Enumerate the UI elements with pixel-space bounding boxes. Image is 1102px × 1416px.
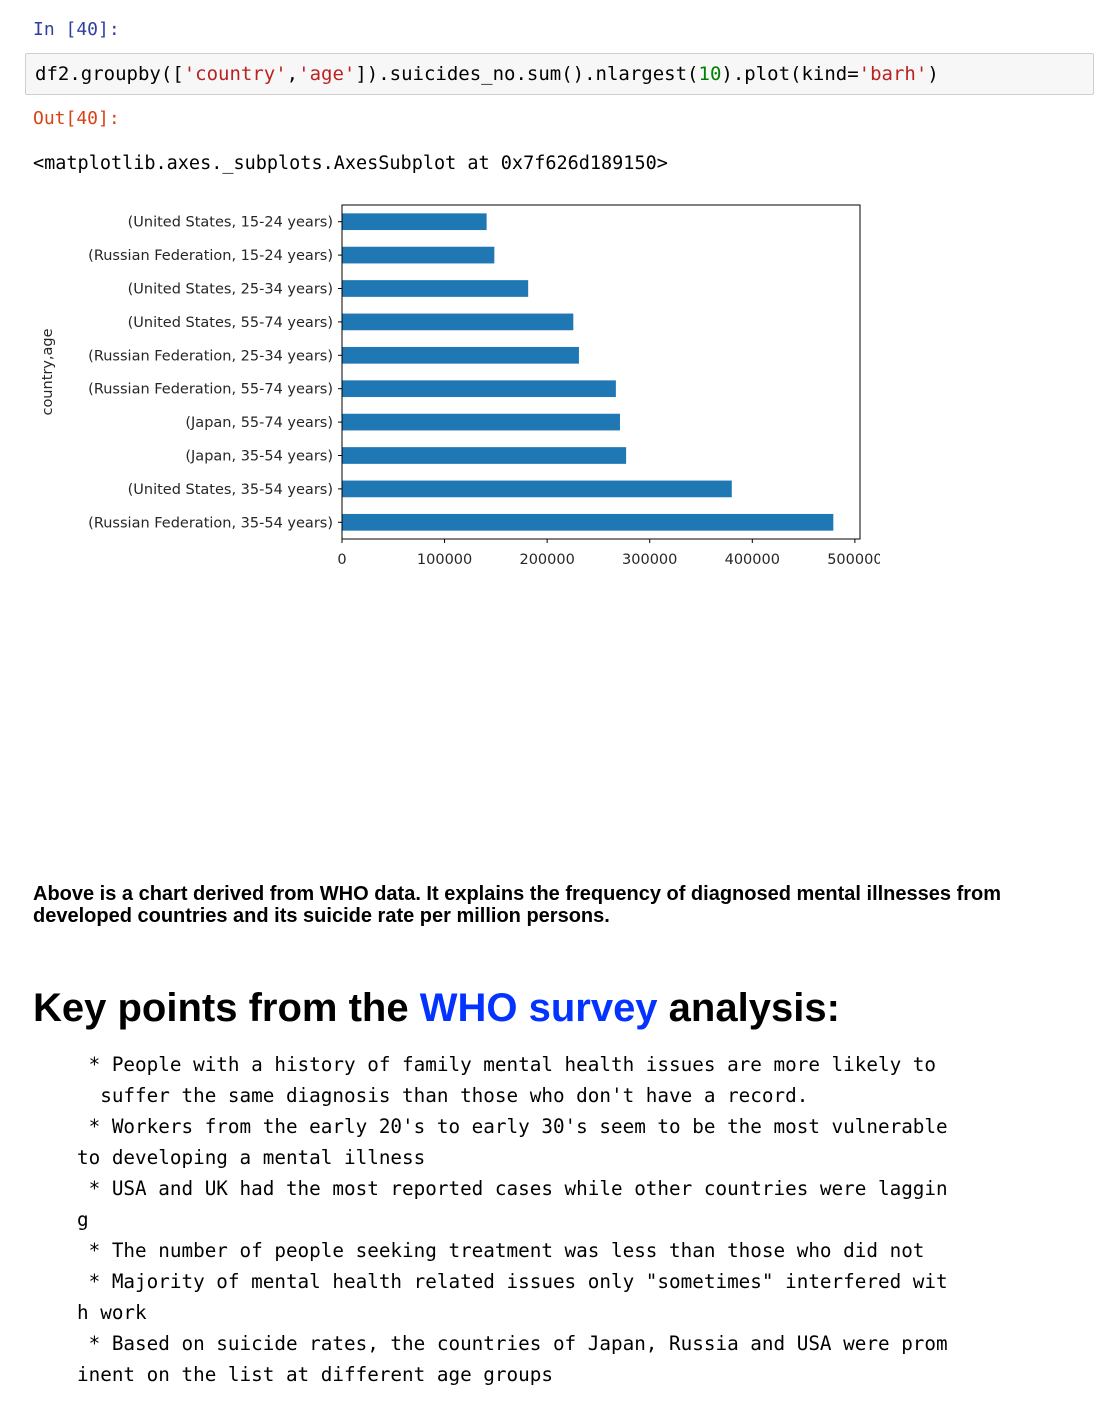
x-tick-label: 500000 (827, 552, 880, 568)
key-points-list: * People with a history of family mental… (77, 1053, 948, 1386)
code-token: ]).suicides_no.sum().nlargest( (355, 63, 699, 85)
y-tick-label: (Russian Federation, 15-24 years) (88, 248, 333, 264)
bar (342, 513, 834, 531)
x-tick-label: 400000 (725, 552, 780, 568)
y-axis-label: country,age (40, 328, 56, 415)
x-tick-label: 300000 (622, 552, 677, 568)
bar (342, 346, 579, 364)
y-tick-label: (Russian Federation, 35-54 years) (88, 515, 333, 531)
code-line[interactable]: df2.groupby(['country','age']).suicides_… (35, 63, 939, 85)
bar (342, 480, 732, 498)
code-string: 'country' (183, 63, 287, 85)
chart-description: Above is a chart derived from WHO data. … (33, 883, 1002, 927)
bar (342, 280, 529, 297)
bar (342, 213, 487, 231)
input-prompt: In [40]: (33, 19, 120, 40)
code-cell[interactable]: df2.groupby(['country','age']).suicides_… (25, 53, 1094, 95)
who-survey-link[interactable]: WHO survey (419, 986, 658, 1030)
heading-text: Key points from the (33, 986, 420, 1030)
y-tick-label: (Japan, 55-74 years) (185, 415, 333, 431)
y-tick-label: (Russian Federation, 55-74 years) (88, 382, 333, 398)
section-heading: Key points from the WHO survey analysis: (33, 984, 840, 1032)
code-token: df2.groupby([ (35, 63, 184, 85)
code-string: 'barh' (858, 63, 928, 85)
y-tick-label: (United States, 55-74 years) (128, 315, 333, 331)
code-number: 10 (698, 63, 722, 85)
x-tick-label: 0 (337, 552, 346, 568)
heading-text: analysis: (657, 986, 840, 1030)
bar (342, 447, 627, 464)
bar (342, 380, 616, 398)
y-tick-label: (United States, 35-54 years) (128, 482, 333, 498)
y-tick-label: (United States, 25-34 years) (128, 282, 333, 298)
y-tick-label: (United States, 15-24 years) (128, 215, 333, 231)
code-string: 'age' (298, 63, 356, 85)
y-tick-label: (Japan, 35-54 years) (185, 449, 333, 465)
output-prompt: Out[40]: (33, 108, 120, 129)
output-repr-text: <matplotlib.axes._subplots.AxesSubplot a… (33, 153, 668, 174)
x-tick-label: 200000 (519, 552, 574, 568)
y-tick-label: (Russian Federation, 25-34 years) (88, 348, 333, 364)
bar (342, 413, 620, 431)
code-token: ).plot(kind= (721, 63, 859, 85)
axes-frame (341, 204, 861, 540)
bar (342, 313, 574, 331)
barh-chart: (United States, 15-24 years) (Russian Fed… (40, 204, 880, 568)
code-token: , (286, 63, 299, 85)
x-tick-label: 100000 (417, 552, 472, 568)
bar (342, 246, 495, 264)
code-token: ) (927, 63, 939, 85)
